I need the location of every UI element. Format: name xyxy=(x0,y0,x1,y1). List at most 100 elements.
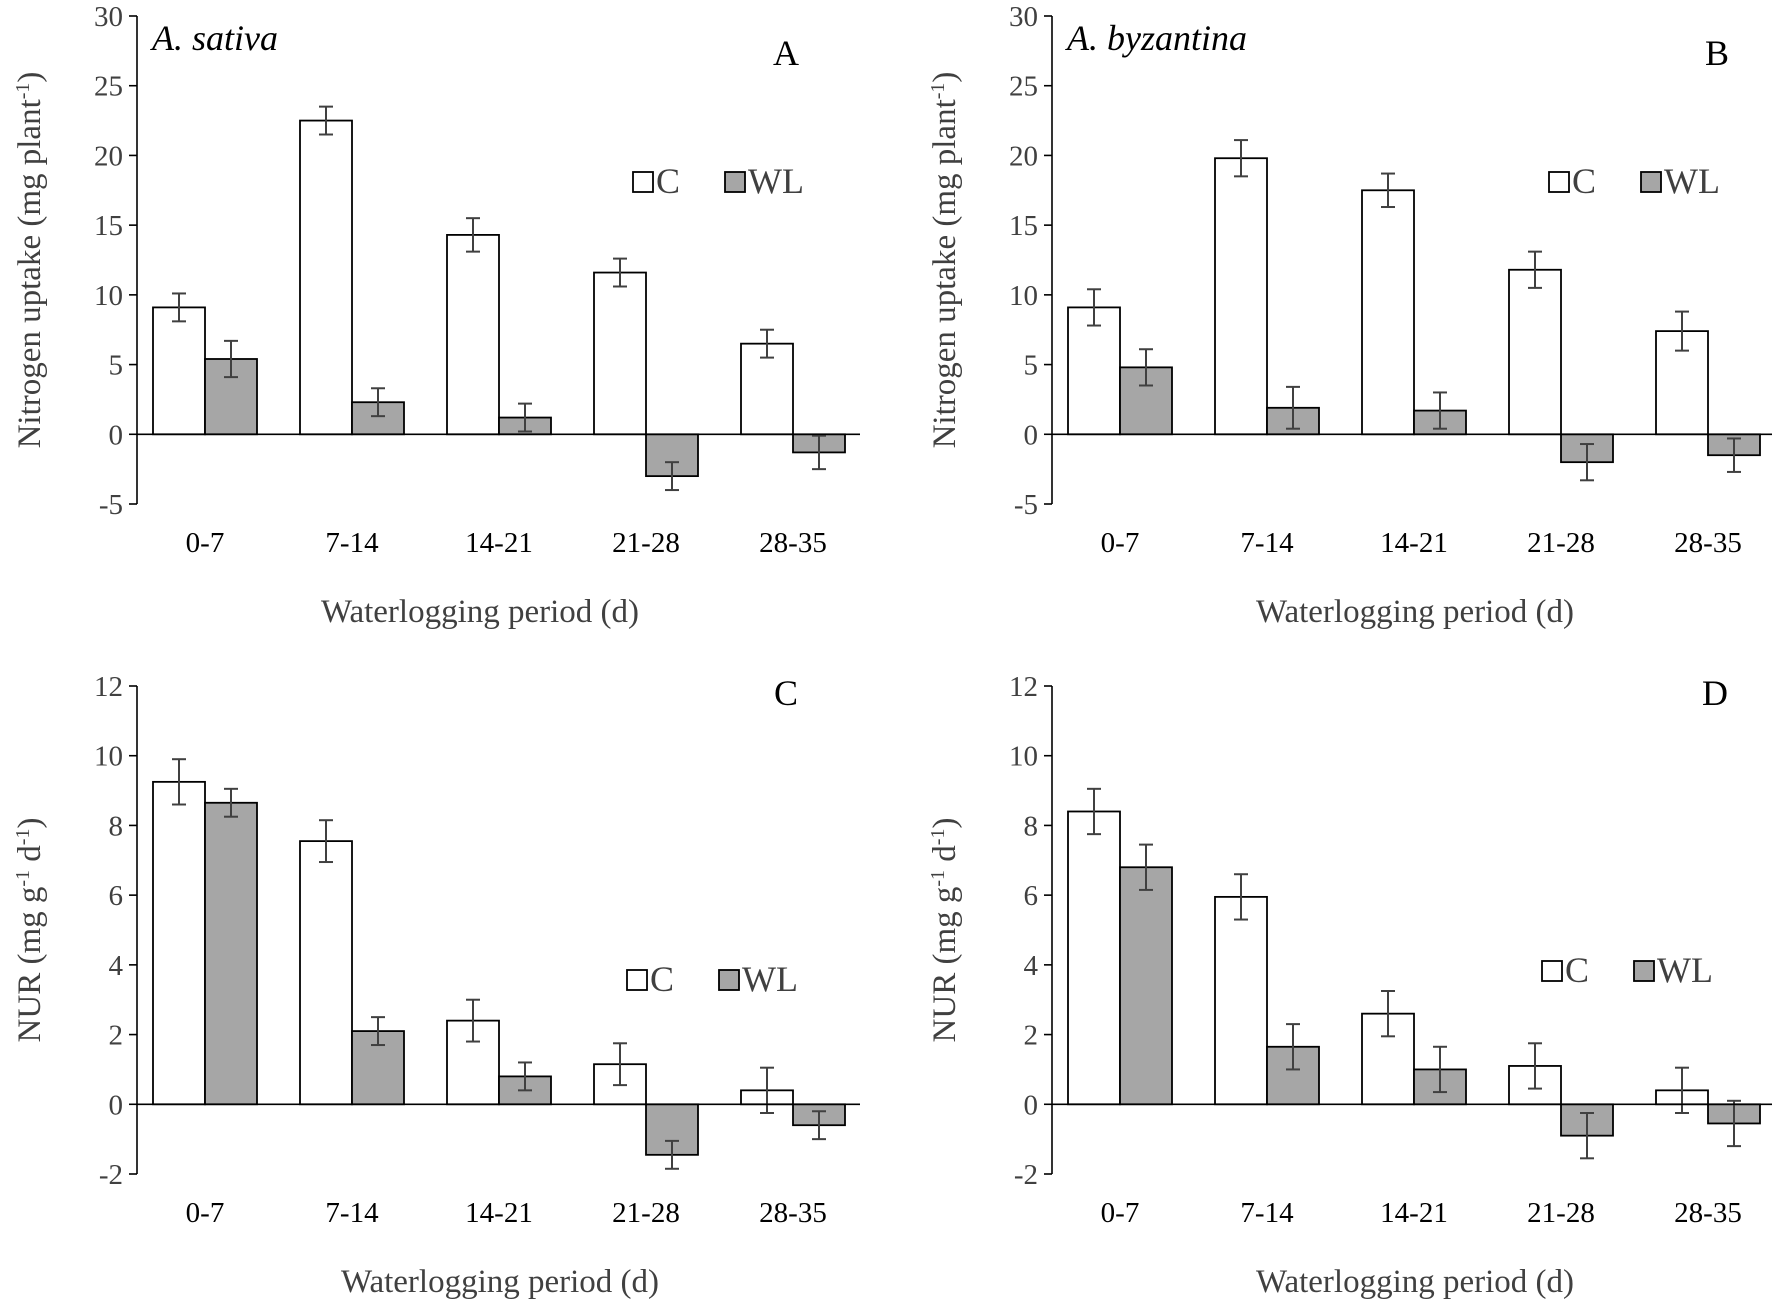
legend-label-wl: WL xyxy=(1664,161,1720,201)
legend: C WL xyxy=(1541,950,1713,990)
species-label: A. sativa xyxy=(150,18,278,58)
legend-label-c: C xyxy=(650,959,674,999)
legend-swatch-c xyxy=(632,171,654,193)
bar-c-28-35 xyxy=(740,342,794,436)
x-tick-label: 0-7 xyxy=(186,1197,225,1229)
legend-swatch-c xyxy=(626,969,648,991)
y-axis-title: NUR (mg g-1 d-1) xyxy=(927,818,963,1043)
y-tick-label: 12 xyxy=(1009,671,1038,703)
legend: C WL xyxy=(632,161,804,201)
y-tick-label: 4 xyxy=(1024,950,1039,982)
legend-label-c: C xyxy=(656,161,680,201)
bar-c-14-21 xyxy=(1361,189,1415,436)
x-tick-label: 14-21 xyxy=(1380,1197,1448,1229)
y-tick-label: 12 xyxy=(94,671,123,703)
y-tick-label: 4 xyxy=(109,950,124,982)
bar-c-7-14 xyxy=(1214,895,1268,1106)
x-tick-label: 14-21 xyxy=(1380,527,1448,559)
bar-c-7-14 xyxy=(1214,157,1268,436)
y-axis-title: NUR (mg g-1 d-1) xyxy=(12,818,48,1043)
x-axis-title: Waterlogging period (d) xyxy=(1256,594,1574,630)
y-tick-label: 10 xyxy=(1009,280,1038,312)
y-tick-label: 30 xyxy=(1009,1,1038,33)
legend-label-c: C xyxy=(1565,950,1589,990)
y-tick-label: 2 xyxy=(109,1020,124,1052)
legend-label-wl: WL xyxy=(1657,950,1713,990)
y-tick-label: 8 xyxy=(109,810,124,842)
x-tick-label: 21-28 xyxy=(1527,1197,1595,1229)
species-label: A. byzantina xyxy=(1065,18,1247,58)
y-tick-label: 0 xyxy=(109,1089,124,1121)
bar-c-21-28 xyxy=(593,271,647,436)
y-tick-label: 0 xyxy=(1024,419,1039,451)
bar-c-21-28 xyxy=(1508,268,1562,436)
bar-c-14-21 xyxy=(446,234,500,436)
y-tick-label: 5 xyxy=(1024,350,1039,382)
legend-swatch-c xyxy=(1541,960,1563,982)
bar-c-0-7 xyxy=(1067,810,1121,1106)
x-axis-title: Waterlogging period (d) xyxy=(1256,1264,1574,1300)
panel-a: -5 0 5 10 15 20 25 30 0-7 7-14 14-21 21-28 28-35 Wate… xyxy=(12,1,860,630)
x-tick-label: 7-14 xyxy=(1240,1197,1294,1229)
x-tick-label: 7-14 xyxy=(325,1197,379,1229)
x-tick-label: 0-7 xyxy=(1101,1197,1140,1229)
y-tick-label: -2 xyxy=(99,1159,123,1191)
y-tick-label: 6 xyxy=(109,880,124,912)
legend-swatch-wl xyxy=(1640,171,1662,193)
panel-d: -2 0 2 4 6 8 10 12 0-7 7-14 14-21 21-28 28-35 Waterlo… xyxy=(927,671,1772,1300)
legend-swatch-wl xyxy=(718,969,740,991)
x-tick-label: 28-35 xyxy=(759,527,827,559)
y-tick-label: 10 xyxy=(1009,741,1038,773)
y-tick-label: 10 xyxy=(94,280,123,312)
x-tick-label: 21-28 xyxy=(1527,527,1595,559)
y-tick-label: 6 xyxy=(1024,880,1039,912)
y-axis-title: Nitrogen uptake (mg plant-1) xyxy=(927,72,963,449)
x-tick-label: 0-7 xyxy=(1101,527,1140,559)
y-tick-label: 0 xyxy=(1024,1089,1039,1121)
x-tick-label: 28-35 xyxy=(1674,527,1742,559)
bar-c-0-7 xyxy=(1067,306,1121,436)
y-tick-label: -5 xyxy=(1014,489,1038,521)
legend: C WL xyxy=(626,959,798,999)
legend-swatch-wl xyxy=(724,171,746,193)
y-tick-label: 15 xyxy=(94,210,123,242)
x-tick-label: 7-14 xyxy=(1240,527,1294,559)
y-tick-label: 5 xyxy=(109,350,124,382)
x-tick-label: 14-21 xyxy=(465,1197,533,1229)
panel-letter: B xyxy=(1705,33,1729,73)
x-tick-label: 28-35 xyxy=(1674,1197,1742,1229)
y-tick-label: 0 xyxy=(109,419,124,451)
panel-letter: C xyxy=(774,673,798,713)
y-tick-label: -5 xyxy=(99,489,123,521)
bar-wl-0-7 xyxy=(204,801,258,1106)
legend-label-c: C xyxy=(1572,161,1596,201)
bar-c-7-14 xyxy=(299,119,353,436)
y-tick-label: 25 xyxy=(94,71,123,103)
y-tick-label: 20 xyxy=(1009,140,1038,172)
x-axis-title: Waterlogging period (d) xyxy=(321,594,639,630)
y-tick-label: 20 xyxy=(94,140,123,172)
bar-c-7-14 xyxy=(299,840,353,1106)
y-tick-label: -2 xyxy=(1014,1159,1038,1191)
x-tick-label: 7-14 xyxy=(325,527,379,559)
bar-wl-0-7 xyxy=(1119,866,1173,1106)
y-axis-title: Nitrogen uptake (mg plant-1) xyxy=(12,72,48,449)
y-tick-label: 10 xyxy=(94,741,123,773)
legend-swatch-c xyxy=(1548,171,1570,193)
x-tick-label: 14-21 xyxy=(465,527,533,559)
legend-swatch-wl xyxy=(1633,960,1655,982)
y-tick-label: 15 xyxy=(1009,210,1038,242)
x-tick-label: 21-28 xyxy=(612,1197,680,1229)
x-axis-title: Waterlogging period (d) xyxy=(341,1264,659,1300)
y-tick-label: 30 xyxy=(94,1,123,33)
x-tick-label: 0-7 xyxy=(186,527,225,559)
y-tick-label: 2 xyxy=(1024,1020,1039,1052)
panel-letter: A xyxy=(773,33,799,73)
y-tick-label: 25 xyxy=(1009,71,1038,103)
panel-b: -5 0 5 10 15 20 25 30 0-7 7-14 14-21 21-28 28-35 Wate… xyxy=(927,1,1772,630)
x-tick-label: 28-35 xyxy=(759,1197,827,1229)
y-tick-label: 8 xyxy=(1024,810,1039,842)
bar-c-0-7 xyxy=(152,306,206,436)
x-tick-label: 21-28 xyxy=(612,527,680,559)
